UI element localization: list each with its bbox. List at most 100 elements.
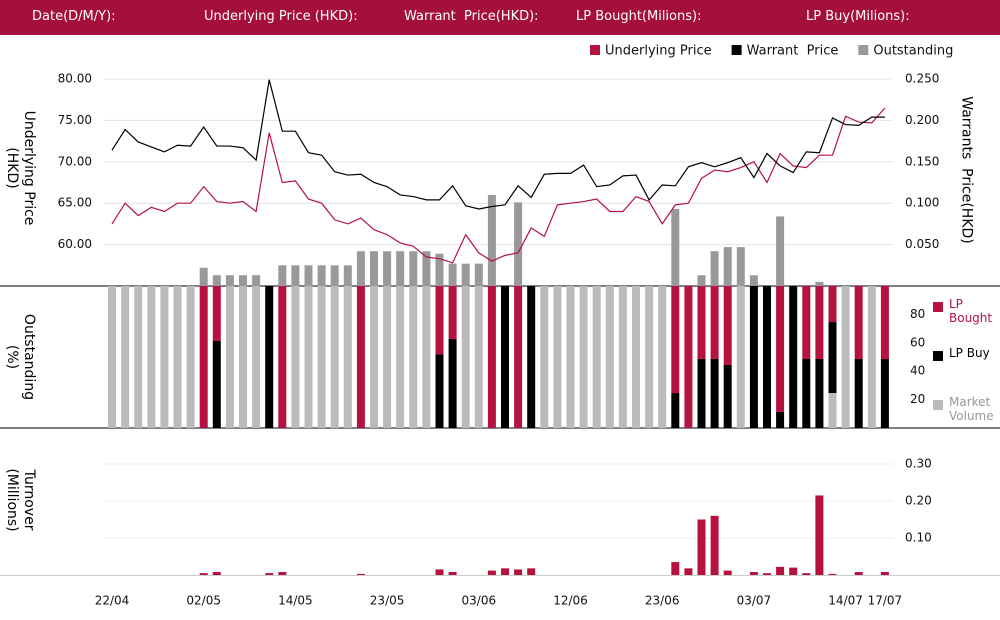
bar-segment	[684, 286, 693, 428]
bar-segment	[147, 286, 156, 428]
bar-segment	[199, 286, 208, 428]
legend-label: Underlying Price	[605, 44, 712, 59]
header-bar: Date(D/M/Y): Underlying Price (HKD): War…	[0, 0, 1000, 35]
bar-segment	[749, 286, 758, 428]
bar-segment	[252, 286, 261, 428]
bar-segment	[461, 286, 470, 428]
bar-segment	[815, 286, 824, 359]
bar-segment	[409, 286, 418, 428]
bar	[749, 572, 758, 575]
bar	[880, 572, 889, 575]
bar-segment	[225, 286, 234, 428]
y-tick-label: 70.00	[58, 154, 92, 168]
bar-segment	[854, 286, 863, 359]
bar-segment	[723, 364, 732, 428]
bar	[252, 275, 261, 286]
bar-segment	[435, 354, 444, 428]
x-tick-label: 23/06	[645, 594, 680, 608]
y-tick-label: 60.00	[58, 237, 92, 251]
bar	[776, 216, 785, 286]
bar	[501, 568, 509, 575]
bar-segment	[880, 286, 889, 359]
bar	[330, 265, 339, 286]
bar-segment	[566, 286, 575, 428]
bar-segment	[108, 286, 116, 428]
bar	[370, 251, 378, 286]
bar-segment	[776, 286, 785, 412]
bar	[474, 263, 483, 286]
bar	[527, 568, 536, 575]
bar-segment	[553, 286, 562, 428]
bar-segment	[697, 358, 706, 428]
bar-segment	[736, 286, 745, 428]
bar	[684, 568, 693, 575]
bar-segment	[212, 340, 221, 428]
header-label: Warrant Price(HKD):	[404, 9, 539, 24]
legend-label: Outstanding	[873, 44, 953, 59]
bar	[828, 573, 837, 575]
x-tick-label: 02/05	[186, 594, 221, 608]
x-tick-label: 17/07	[868, 594, 903, 608]
bar-segment	[671, 286, 680, 394]
x-tick-label: 03/07	[737, 594, 772, 608]
bar	[278, 265, 287, 286]
bar-segment	[632, 286, 640, 428]
bar-segment	[540, 286, 549, 428]
bar-segment	[841, 286, 850, 428]
bar-segment	[776, 411, 785, 428]
y-tick-label: 0.30	[905, 457, 932, 471]
bar	[671, 208, 680, 286]
bar	[199, 267, 208, 286]
bar	[789, 567, 798, 575]
bar-segment	[723, 286, 732, 365]
y2-tick-label: 0.100	[905, 196, 939, 210]
bar	[265, 573, 274, 575]
bar	[461, 263, 470, 286]
header-label: Underlying Price (HKD):	[204, 9, 358, 24]
bar-segment	[474, 286, 483, 428]
bar	[448, 572, 457, 575]
bar-segment	[121, 286, 130, 428]
bar	[723, 570, 732, 575]
bar-segment	[448, 338, 457, 428]
legend-swatch	[731, 45, 742, 55]
bar-segment	[618, 286, 627, 428]
bar-segment	[828, 286, 837, 323]
bar	[356, 573, 365, 575]
bar-segment	[278, 286, 287, 428]
bar-segment	[697, 286, 706, 359]
bar-segment	[789, 286, 798, 428]
y2-axis-title: Warrants Price(HKD)	[958, 96, 975, 244]
x-tick-label: 23/05	[370, 594, 405, 608]
bar-segment	[435, 286, 444, 355]
bar	[487, 194, 496, 286]
bar-segment	[383, 286, 392, 428]
bar-segment	[317, 286, 326, 428]
legend-label: LP Bought	[949, 297, 993, 325]
header-label: LP Buy(Milions):	[806, 9, 910, 24]
bar-segment	[763, 286, 771, 428]
y-tick-label: 40	[910, 364, 925, 378]
legend-swatch	[933, 351, 943, 361]
bar	[854, 572, 863, 575]
header-label: LP Bought(Milions):	[576, 9, 702, 24]
bar	[239, 275, 247, 286]
bar-segment	[671, 393, 680, 428]
bar	[317, 265, 326, 286]
legend-swatch	[933, 400, 943, 410]
bar-segment	[343, 286, 352, 428]
bar	[815, 281, 824, 286]
bar-segment	[880, 358, 889, 428]
bar-segment	[710, 358, 719, 428]
bar-segment	[291, 286, 300, 428]
bar	[212, 275, 221, 286]
bar	[749, 275, 758, 286]
bar	[409, 251, 418, 286]
bar	[487, 570, 496, 575]
bar-segment	[134, 286, 143, 428]
bar	[225, 275, 234, 286]
y-tick-label: 80	[910, 307, 925, 321]
bar-segment	[330, 286, 339, 428]
